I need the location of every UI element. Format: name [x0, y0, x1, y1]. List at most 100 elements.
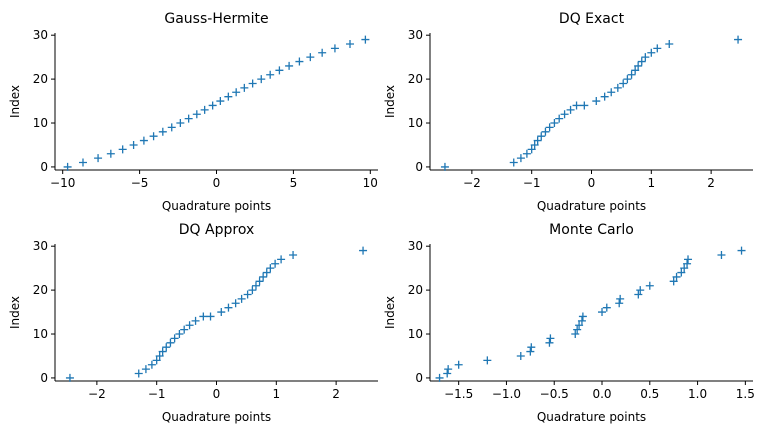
data-point-marker [566, 105, 575, 114]
data-point-marker [224, 303, 233, 312]
data-point-marker [435, 373, 444, 382]
x-tick-label: 1 [272, 387, 280, 401]
y-tick-label: 30 [33, 239, 48, 253]
data-point-marker [180, 325, 189, 334]
x-axis-label: Quadrature points [537, 199, 646, 213]
data-point-marker [176, 119, 185, 128]
data-point-marker [636, 286, 645, 295]
data-point-marker [240, 83, 249, 92]
data-point-marker [613, 83, 622, 92]
data-point-marker [129, 140, 138, 149]
data-point-marker [199, 312, 208, 321]
data-point-marker [255, 277, 264, 286]
data-point-marker [152, 356, 161, 365]
data-point-marker [318, 48, 327, 57]
data-point-marker [537, 132, 546, 141]
data-point-marker [346, 39, 355, 48]
y-axis-label: Index [383, 296, 397, 329]
x-tick-label: −2 [463, 176, 481, 190]
data-point-marker [580, 101, 589, 110]
data-point-marker [162, 343, 171, 352]
data-point-marker [158, 127, 167, 136]
data-point-marker [248, 286, 257, 295]
data-point-marker [359, 246, 368, 255]
data-point-marker [237, 294, 246, 303]
data-point-marker [224, 92, 233, 101]
data-point-marker [271, 259, 280, 268]
y-axis-label: Index [8, 296, 22, 329]
data-point-marker [166, 338, 175, 347]
x-tick-label: 1.5 [736, 387, 755, 401]
data-point-marker [217, 308, 226, 317]
data-point-marker [592, 97, 601, 106]
x-tick-label: 10 [363, 176, 378, 190]
data-point-marker [555, 114, 564, 123]
data-point-marker [600, 92, 609, 101]
data-point-marker [141, 365, 150, 374]
x-tick-label: −10 [50, 176, 75, 190]
data-point-marker [645, 281, 654, 290]
x-tick-label: 0 [213, 176, 221, 190]
data-point-marker [94, 154, 103, 163]
data-point-marker [647, 48, 656, 57]
y-tick-label: 10 [408, 327, 423, 341]
data-point-marker [634, 290, 643, 299]
x-tick-label: 0 [213, 387, 221, 401]
data-point-marker [232, 88, 241, 97]
data-point-marker [734, 35, 743, 44]
data-point-marker [275, 66, 284, 75]
data-point-marker [106, 149, 115, 158]
data-point-marker [615, 299, 624, 308]
data-point-marker [550, 119, 559, 128]
data-point-marker [208, 101, 217, 110]
data-point-marker [526, 347, 535, 356]
y-tick-label: 10 [408, 116, 423, 130]
data-point-marker [578, 312, 587, 321]
x-tick-label: 5 [290, 176, 298, 190]
data-point-marker [65, 373, 74, 382]
data-point-marker [330, 44, 339, 53]
data-point-marker [560, 110, 569, 119]
data-point-marker [285, 61, 294, 70]
data-point-marker [175, 330, 184, 339]
data-point-marker [516, 351, 525, 360]
y-tick-label: 0 [415, 371, 423, 385]
x-axis-label: Quadrature points [162, 410, 271, 424]
data-point-marker [717, 250, 726, 259]
data-point-marker [147, 360, 156, 369]
data-point-marker [680, 264, 689, 273]
data-point-marker [575, 321, 584, 330]
data-point-marker [167, 123, 176, 132]
subplot-1: −10 −5 0 5 10 0 10 20 30 Gauss-Hermite Quadrature … [8, 11, 378, 213]
y-tick-label: 30 [33, 28, 48, 42]
data-point-marker [257, 75, 266, 84]
data-point-marker [483, 356, 492, 365]
y-axis-label: Index [383, 85, 397, 118]
data-point-marker [677, 268, 686, 277]
data-point-marker [295, 57, 304, 66]
data-point-marker [454, 360, 463, 369]
y-tick-label: 0 [40, 160, 48, 174]
chart-title: Monte Carlo [549, 222, 634, 238]
data-point-marker [527, 343, 536, 352]
x-axis-label: Quadrature points [162, 199, 271, 213]
data-point-marker [184, 114, 193, 123]
data-point-marker [737, 246, 746, 255]
data-point-marker [251, 281, 260, 290]
data-point-marker [623, 75, 632, 84]
data-point-marker [155, 351, 164, 360]
x-tick-label: −1 [148, 387, 166, 401]
y-tick-label: 30 [408, 239, 423, 253]
y-tick-label: 20 [33, 283, 48, 297]
data-point-marker [192, 110, 201, 119]
data-point-marker [631, 66, 640, 75]
data-point-marker [634, 61, 643, 70]
data-point-marker [541, 127, 550, 136]
y-tick-label: 20 [408, 72, 423, 86]
y-axis-label: Index [8, 85, 22, 118]
data-point-marker [516, 154, 525, 163]
data-point-marker [118, 145, 127, 154]
data-point-marker [361, 35, 370, 44]
